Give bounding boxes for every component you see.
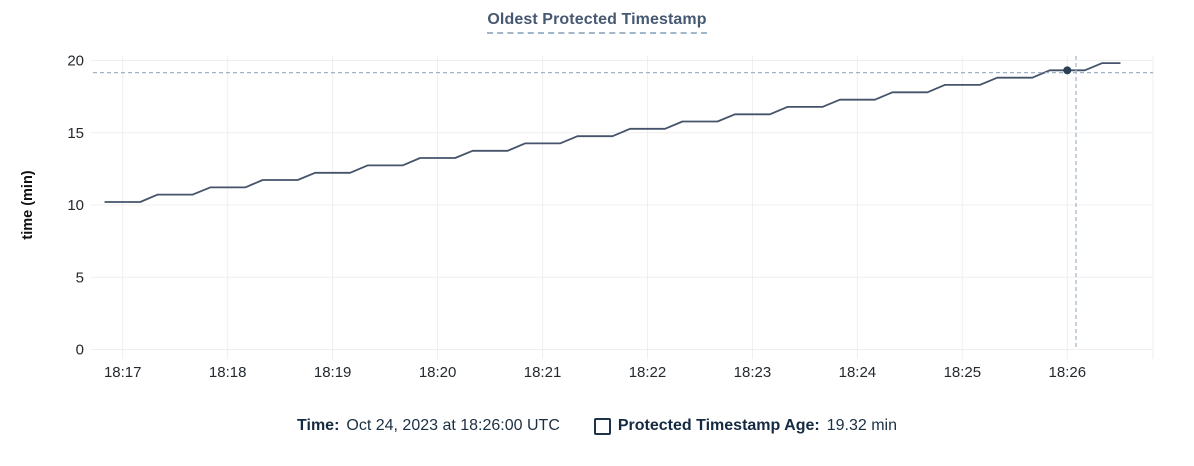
series-swatch-icon[interactable] — [593, 417, 611, 435]
legend-series-value: 19.32 min — [826, 417, 897, 434]
svg-text:18:22: 18:22 — [629, 364, 667, 381]
svg-text:18:21: 18:21 — [524, 364, 562, 381]
legend-series-item: Protected Timestamp Age: 19.32 min — [593, 417, 897, 435]
legend-time-item: Time: Oct 24, 2023 at 18:26:00 UTC — [297, 417, 560, 435]
svg-text:18:20: 18:20 — [419, 364, 457, 381]
y-axis-ticks: 0 5 10 15 20 — [67, 53, 84, 359]
legend-time-label: Time: — [297, 417, 340, 434]
hover-point — [1063, 66, 1072, 75]
x-axis-ticks: 18:17 18:18 18:19 18:20 18:21 18:22 18:23 18:24… — [104, 364, 1086, 381]
gridlines — [91, 56, 1154, 359]
svg-text:10: 10 — [67, 197, 84, 214]
legend-time-value: Oct 24, 2023 at 18:26:00 UTC — [346, 417, 560, 434]
svg-text:0: 0 — [76, 342, 84, 359]
svg-text:18:24: 18:24 — [839, 364, 877, 381]
svg-text:15: 15 — [67, 125, 84, 142]
chart-legend: Time: Oct 24, 2023 at 18:26:00 UTC Prote… — [0, 417, 1194, 435]
svg-text:18:17: 18:17 — [104, 364, 142, 381]
svg-text:18:19: 18:19 — [314, 364, 352, 381]
y-axis-title: time (min) — [20, 170, 36, 239]
chart-title[interactable]: Oldest Protected Timestamp — [487, 11, 707, 34]
hover-crosshair — [93, 56, 1153, 350]
svg-text:18:23: 18:23 — [734, 364, 772, 381]
svg-text:20: 20 — [67, 53, 84, 70]
svg-text:18:25: 18:25 — [944, 364, 982, 381]
legend-series-label: Protected Timestamp Age: — [617, 417, 820, 434]
svg-text:5: 5 — [76, 269, 84, 286]
svg-text:18:26: 18:26 — [1049, 364, 1087, 381]
svg-text:18:18: 18:18 — [209, 364, 247, 381]
series-line — [104, 62, 1121, 203]
chart-title-row: Oldest Protected Timestamp — [0, 11, 1194, 34]
